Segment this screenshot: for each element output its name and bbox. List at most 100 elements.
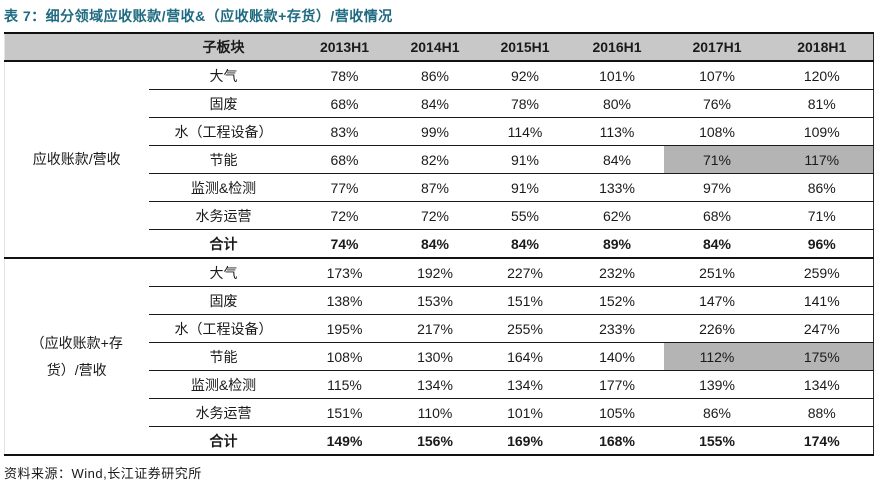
subsector-cell: 大气 <box>148 61 299 90</box>
value-cell: 130% <box>390 342 480 371</box>
value-cell: 169% <box>479 426 571 456</box>
value-cell: 74% <box>298 229 391 259</box>
value-cell: 141% <box>770 286 874 315</box>
value-cell: 175% <box>770 342 874 371</box>
value-cell: 156% <box>390 426 480 456</box>
value-cell: 72% <box>390 201 480 230</box>
value-cell: 114% <box>479 117 571 146</box>
value-cell: 227% <box>479 258 571 287</box>
value-cell: 84% <box>390 89 480 118</box>
value-cell: 71% <box>663 145 771 174</box>
value-cell: 86% <box>663 398 771 427</box>
value-cell: 84% <box>390 229 480 259</box>
group-column-header <box>4 32 149 62</box>
value-cell: 117% <box>770 145 874 174</box>
value-cell: 88% <box>770 398 874 427</box>
value-cell: 92% <box>479 61 571 90</box>
subsector-cell: 大气 <box>148 258 299 287</box>
value-cell: 89% <box>570 229 664 259</box>
value-cell: 134% <box>479 370 571 399</box>
subsector-cell: 水（工程设备） <box>148 117 299 146</box>
value-cell: 168% <box>570 426 664 456</box>
value-cell: 77% <box>298 173 391 202</box>
value-cell: 97% <box>663 173 771 202</box>
year-header-2018h1: 2018H1 <box>770 32 874 62</box>
value-cell: 101% <box>479 398 571 427</box>
subsector-cell: 合计 <box>148 426 299 456</box>
value-cell: 82% <box>390 145 480 174</box>
value-cell: 153% <box>390 286 480 315</box>
value-cell: 86% <box>770 173 874 202</box>
year-header-2016h1: 2016H1 <box>570 32 664 62</box>
value-cell: 255% <box>479 314 571 343</box>
value-cell: 134% <box>770 370 874 399</box>
value-cell: 174% <box>770 426 874 456</box>
total-row: 合计 149% 156% 169% 168% 155% 174% <box>5 426 874 456</box>
value-cell: 110% <box>390 398 480 427</box>
value-cell: 55% <box>479 201 571 230</box>
value-cell: 259% <box>770 258 874 287</box>
table-row: 水（工程设备） 83% 99% 114% 113% 108% 109% <box>5 117 874 146</box>
value-cell: 107% <box>663 61 771 90</box>
value-cell: 99% <box>390 117 480 146</box>
subsector-cell: 节能 <box>148 342 299 371</box>
source-note: 资料来源：Wind,长江证券研究所 <box>4 466 202 481</box>
value-cell: 152% <box>570 286 664 315</box>
value-cell: 68% <box>663 201 771 230</box>
value-cell: 101% <box>570 61 664 90</box>
value-cell: 134% <box>390 370 480 399</box>
year-header-2013h1: 2013H1 <box>298 32 391 62</box>
subsector-cell: 监测&检测 <box>148 370 299 399</box>
value-cell: 68% <box>298 89 391 118</box>
subsector-cell: 节能 <box>148 145 299 174</box>
value-cell: 140% <box>570 342 664 371</box>
value-cell: 115% <box>298 370 391 399</box>
year-header-2015h1: 2015H1 <box>479 32 571 62</box>
value-cell: 84% <box>479 229 571 259</box>
table-row: 应收账款/营收 大气 78% 86% 92% 101% 107% 120% <box>4 61 874 259</box>
value-cell: 151% <box>479 286 571 315</box>
subsector-cell: 合计 <box>148 229 299 259</box>
subsector-cell: 监测&检测 <box>148 173 299 202</box>
table-row: 固废 68% 84% 78% 80% 76% 81% <box>5 89 874 118</box>
value-cell: 147% <box>663 286 771 315</box>
value-cell: 151% <box>298 398 391 427</box>
value-cell: 68% <box>298 145 391 174</box>
value-cell: 149% <box>298 426 391 456</box>
value-cell: 247% <box>770 314 874 343</box>
value-cell: 109% <box>770 117 874 146</box>
page-title: 表 7：细分领域应收账款/营收&（应收账款+存货）/营收情况 <box>4 8 393 24</box>
value-cell: 173% <box>298 258 391 287</box>
table-row: 节能 108% 130% 164% 140% 112% 175% <box>5 342 874 371</box>
value-cell: 120% <box>770 61 874 90</box>
value-cell: 113% <box>570 117 664 146</box>
subsector-cell: 水务运营 <box>148 201 299 230</box>
value-cell: 78% <box>479 89 571 118</box>
group-label-cell: （应收账款+存货）/营收 <box>4 258 149 456</box>
value-cell: 112% <box>663 342 771 371</box>
value-cell: 84% <box>663 229 771 259</box>
value-cell: 108% <box>663 117 771 146</box>
value-cell: 177% <box>570 370 664 399</box>
value-cell: 91% <box>479 145 571 174</box>
value-cell: 62% <box>570 201 664 230</box>
value-cell: 192% <box>390 258 480 287</box>
value-cell: 87% <box>390 173 480 202</box>
value-cell: 72% <box>298 201 391 230</box>
value-cell: 81% <box>770 89 874 118</box>
value-cell: 139% <box>663 370 771 399</box>
value-cell: 133% <box>570 173 664 202</box>
value-cell: 78% <box>298 61 391 90</box>
table-row: （应收账款+存货）/营收 大气 173% 192% 227% 232% 251% 259% <box>4 258 874 456</box>
value-cell: 226% <box>663 314 771 343</box>
value-cell: 108% <box>298 342 391 371</box>
value-cell: 96% <box>770 229 874 259</box>
value-cell: 195% <box>298 314 391 343</box>
value-cell: 138% <box>298 286 391 315</box>
value-cell: 71% <box>770 201 874 230</box>
value-cell: 164% <box>479 342 571 371</box>
value-cell: 84% <box>570 145 664 174</box>
value-cell: 80% <box>570 89 664 118</box>
table-row: 水务运营 151% 110% 101% 105% 86% 88% <box>5 398 874 427</box>
